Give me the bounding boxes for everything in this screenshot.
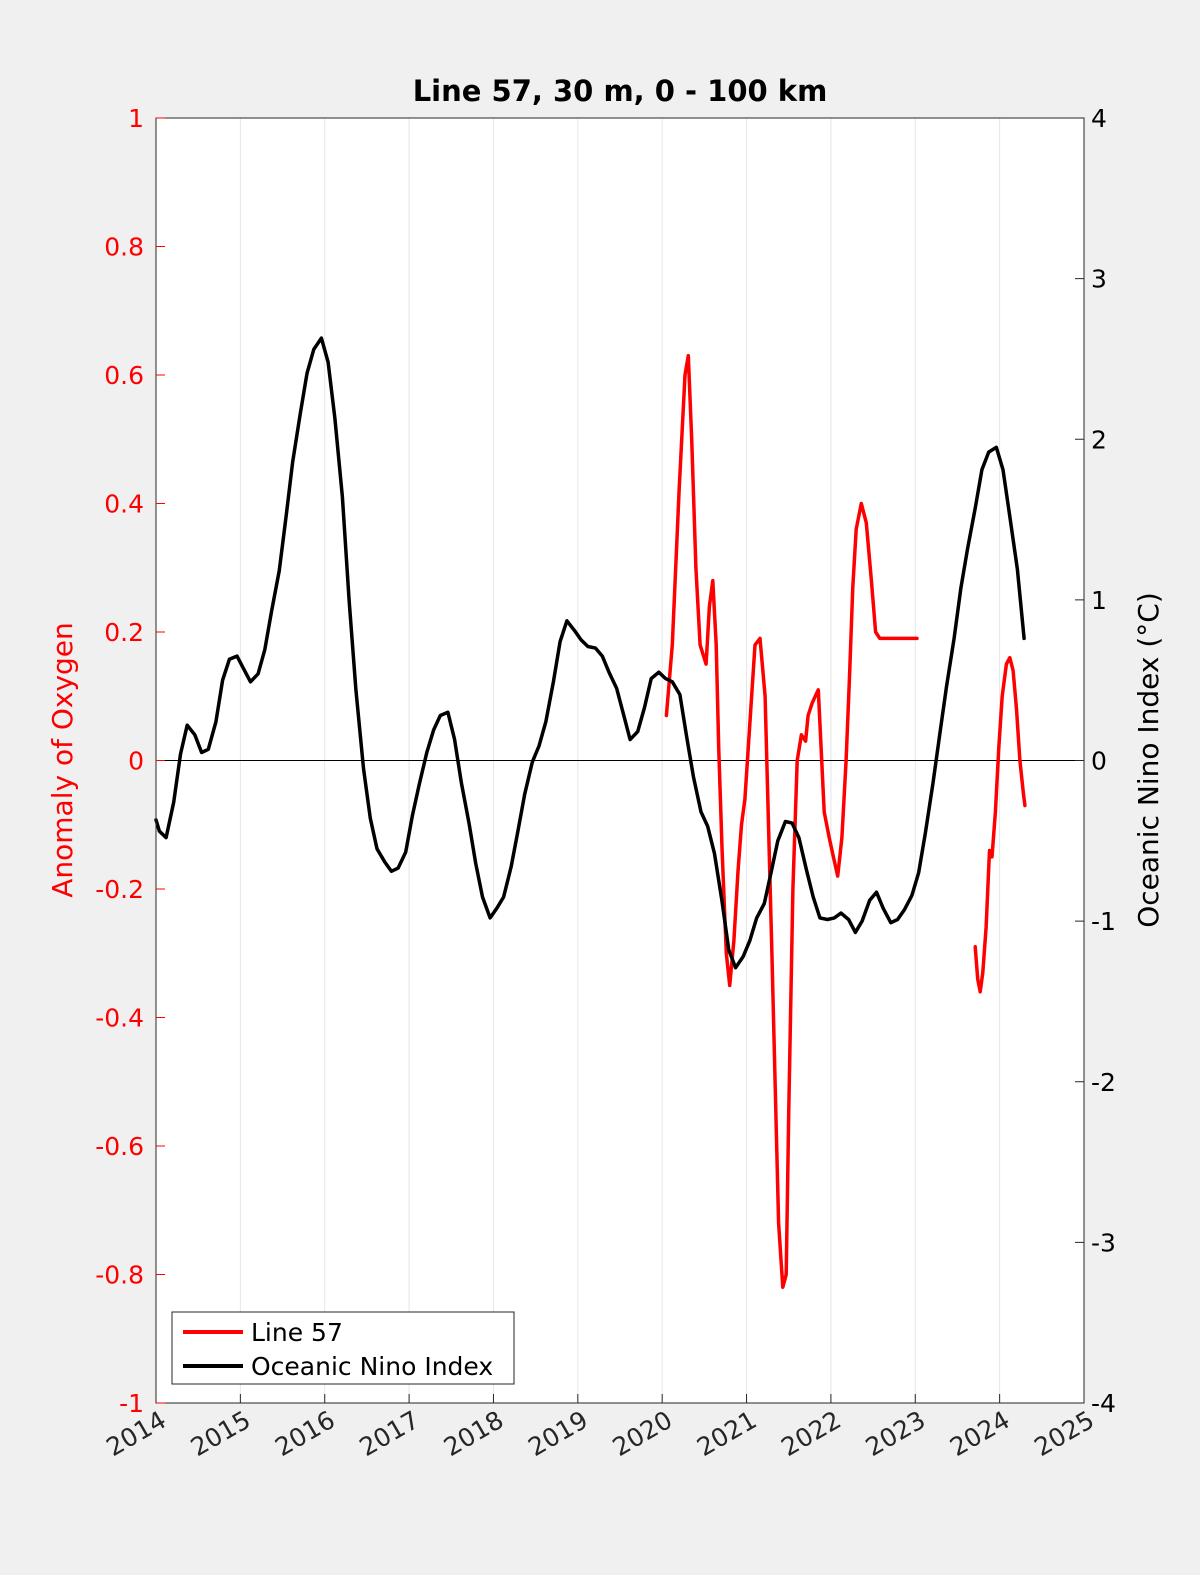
left-tick-label: 0 xyxy=(128,747,144,776)
right-tick-label: 3 xyxy=(1091,265,1107,294)
left-axis-ticks: -1 -0.8 -0.6 -0.4 -0.2 0 0.2 0.4 0.6 0.8 1 xyxy=(95,104,165,1418)
left-tick-label: -0.8 xyxy=(95,1261,144,1290)
right-tick-label: 2 xyxy=(1091,425,1107,454)
right-tick-label: 4 xyxy=(1091,104,1107,133)
left-tick-label: -0.2 xyxy=(95,875,144,904)
line-57-series-segment-1 xyxy=(973,655,1027,994)
series-layer xyxy=(154,336,1027,1290)
legend-label-line-57: Line 57 xyxy=(251,1318,343,1347)
right-axis-label: Oceanic Nino Index (°C) xyxy=(1132,592,1165,928)
chart-title: Line 57, 30 m, 0 - 100 km xyxy=(413,74,828,108)
left-tick-label: -0.6 xyxy=(95,1132,144,1161)
left-tick-label: 1 xyxy=(128,104,144,133)
right-tick-label: -2 xyxy=(1091,1068,1116,1097)
legend-box xyxy=(171,1311,515,1385)
legend-label-oni: Oceanic Nino Index xyxy=(251,1352,493,1381)
line-57-series-segment-0 xyxy=(664,353,919,1290)
right-tick-label: -4 xyxy=(1091,1389,1116,1418)
left-tick-label: 0.8 xyxy=(104,233,144,262)
right-tick-label: 0 xyxy=(1091,747,1107,776)
left-tick-label: 0.4 xyxy=(104,490,144,519)
right-tick-label: -3 xyxy=(1091,1228,1116,1257)
left-axis-label: Anomaly of Oxygen xyxy=(46,622,79,898)
right-axis-ticks: -4 -3 -2 -1 0 1 2 3 4 xyxy=(1075,104,1116,1418)
left-tick-label: 0.2 xyxy=(104,618,144,647)
left-tick-label: 0.6 xyxy=(104,361,144,390)
legend: Line 57 Oceanic Nino Index xyxy=(171,1311,515,1385)
left-tick-label: -0.4 xyxy=(95,1004,144,1033)
right-tick-label: 1 xyxy=(1091,586,1107,615)
oni-series-segment-0 xyxy=(154,336,1026,970)
right-tick-label: -1 xyxy=(1091,907,1116,936)
left-tick-label: -1 xyxy=(119,1389,144,1418)
